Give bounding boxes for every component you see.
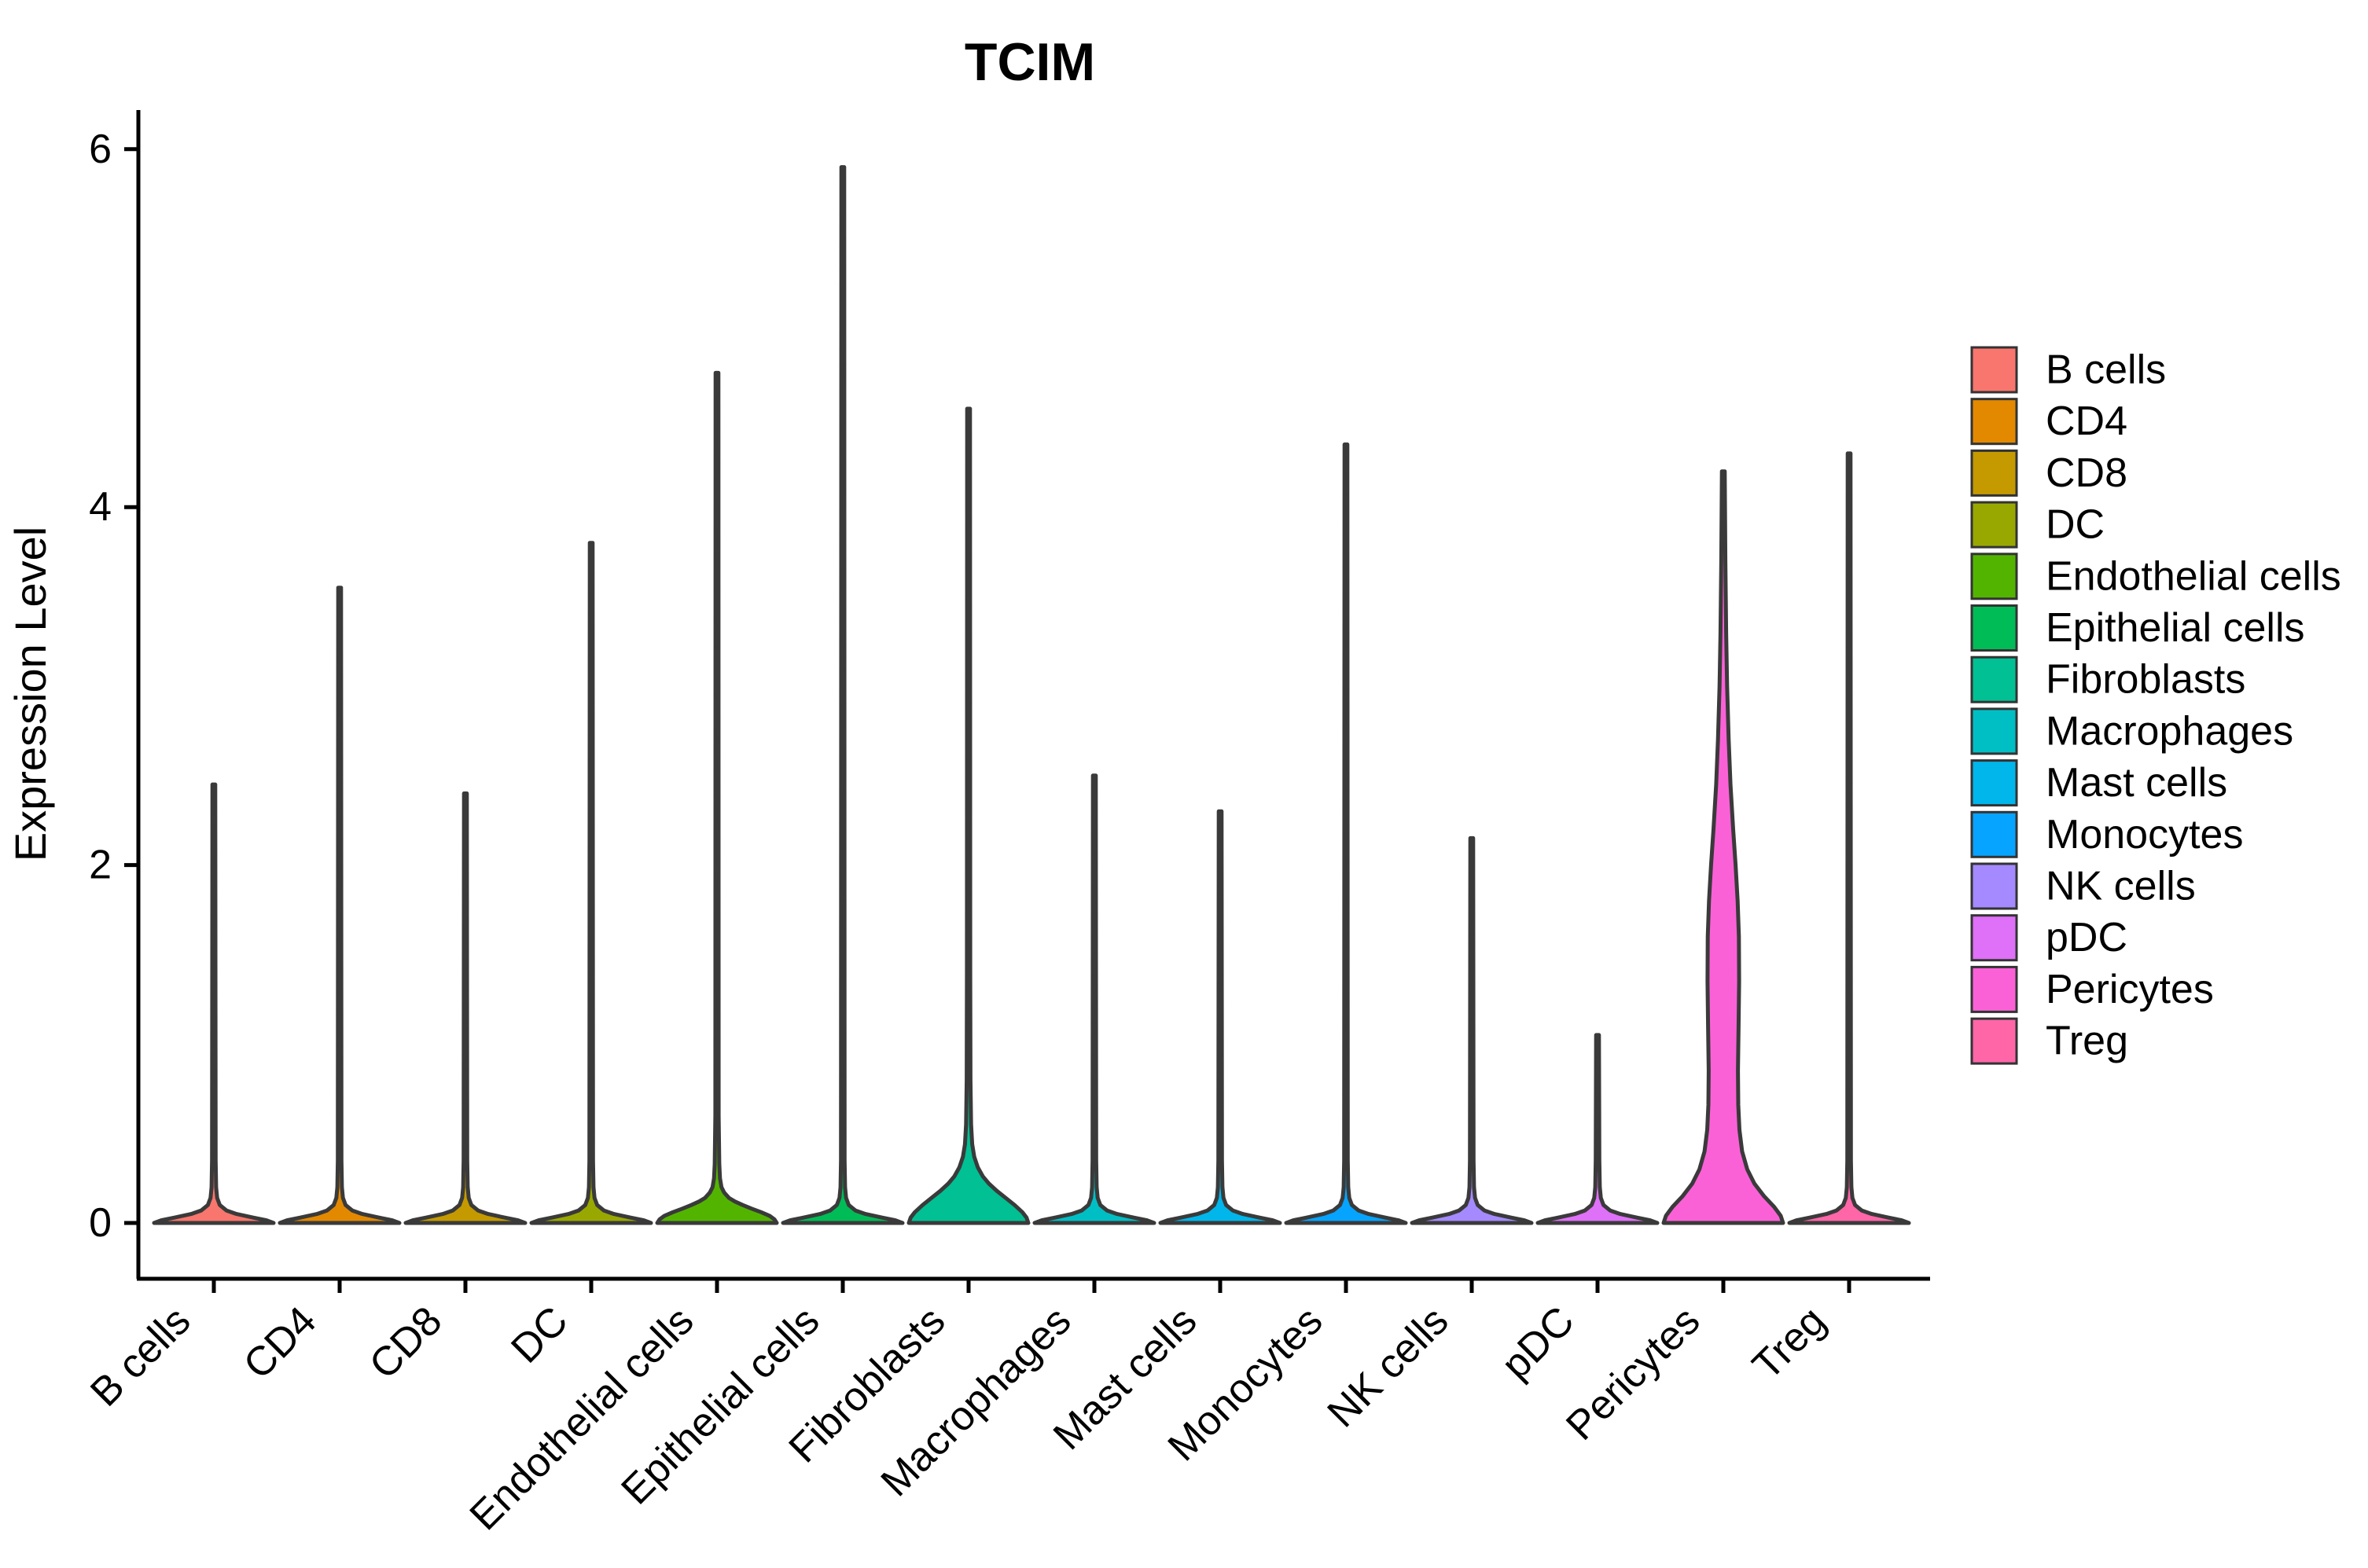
violin-pdc [1535, 1033, 1660, 1225]
legend-swatch-monocytes [1970, 810, 2018, 858]
legend-swatch-cd8 [1970, 449, 2018, 497]
legend-item-cd4: CD4 [1970, 398, 2127, 446]
violin-epithelial-cells [781, 165, 905, 1225]
y-tick-label: 6 [89, 127, 112, 172]
legend-swatch-pdc [1970, 914, 2018, 962]
x-tick-label-cd4: CD4 [235, 1298, 325, 1388]
violin-pericytes [1661, 469, 1785, 1225]
legend-swatch-cd4 [1970, 398, 2018, 446]
violin-b-cells [152, 782, 276, 1225]
violin-macrophages [1032, 773, 1156, 1225]
legend-group: B cells CD4 CD8 DC Endothelial cells Epitheli… [1970, 346, 2341, 1065]
violin-mast-cells [1158, 809, 1282, 1225]
legend-item-macrophages: Macrophages [1970, 707, 2293, 755]
x-tick-label-cd8: CD8 [361, 1298, 451, 1388]
legend-item-endothelial-cells: Endothelial cells [1970, 553, 2341, 600]
x-tick-label-pdc: pDC [1493, 1298, 1583, 1388]
legend-label-cd8: CD8 [2046, 450, 2127, 496]
legend-label-macrophages: Macrophages [2046, 708, 2293, 754]
x-tick-label-dc: DC [502, 1298, 576, 1372]
legend-label-mast-cells: Mast cells [2046, 760, 2227, 806]
legend-item-cd8: CD8 [1970, 449, 2127, 497]
y-tick-labels-group: 0 2 4 6 [89, 127, 112, 1246]
y-tick-label: 4 [89, 484, 112, 530]
x-tick-label-b-cells: B cells [82, 1298, 199, 1415]
legend-item-nk-cells: NK cells [1970, 862, 2196, 910]
legend-item-pericytes: Pericytes [1970, 965, 2214, 1013]
y-axis-title: Expression Level [6, 527, 55, 861]
y-tick-label: 0 [89, 1200, 112, 1246]
legend-swatch-mast-cells [1970, 759, 2018, 807]
legend-swatch-dc [1970, 501, 2018, 549]
legend-label-treg: Treg [2046, 1019, 2128, 1064]
legend-label-cd4: CD4 [2046, 398, 2127, 444]
legend-label-pdc: pDC [2046, 915, 2127, 960]
legend-item-monocytes: Monocytes [1970, 810, 2243, 858]
violin-fibroblasts [906, 406, 1031, 1225]
legend-item-pdc: pDC [1970, 914, 2127, 962]
legend-label-monocytes: Monocytes [2046, 812, 2243, 857]
violin-nk-cells [1410, 835, 1534, 1225]
chart-title: TCIM [965, 32, 1095, 92]
x-tick-label-treg: Treg [1744, 1298, 1834, 1388]
x-tick-label-pericytes: Pericytes [1557, 1298, 1708, 1449]
legend-swatch-pericytes [1970, 965, 2018, 1013]
legend-swatch-macrophages [1970, 707, 2018, 755]
x-tick-label-nk-cells: NK cells [1319, 1298, 1458, 1436]
legend-swatch-endothelial-cells [1970, 553, 2018, 600]
legend-label-endothelial-cells: Endothelial cells [2046, 553, 2341, 599]
violin-monocytes [1284, 442, 1408, 1225]
violin-endothelial-cells [655, 370, 779, 1225]
legend-item-dc: DC [1970, 501, 2105, 549]
legend-label-fibroblasts: Fibroblasts [2046, 657, 2245, 703]
legend-swatch-treg [1970, 1017, 2018, 1065]
legend-label-b-cells: B cells [2046, 347, 2166, 393]
legend-label-epithelial-cells: Epithelial cells [2046, 605, 2305, 651]
legend-swatch-fibroblasts [1970, 655, 2018, 703]
violin-cd4 [278, 586, 402, 1225]
legend-item-treg: Treg [1970, 1017, 2128, 1065]
legend-item-mast-cells: Mast cells [1970, 759, 2227, 807]
y-tick-label: 2 [89, 843, 112, 888]
legend-label-dc: DC [2046, 502, 2105, 548]
legend-swatch-epithelial-cells [1970, 604, 2018, 652]
legend-item-fibroblasts: Fibroblasts [1970, 655, 2245, 703]
violin-dc [529, 541, 653, 1225]
legend-item-epithelial-cells: Epithelial cells [1970, 604, 2305, 652]
violins-group [152, 165, 1911, 1225]
legend-swatch-b-cells [1970, 346, 2018, 394]
violin-cd8 [403, 791, 528, 1225]
legend-label-pericytes: Pericytes [2046, 967, 2214, 1012]
legend-label-nk-cells: NK cells [2046, 864, 2196, 909]
axes-group [124, 110, 1930, 1293]
legend-item-b-cells: B cells [1970, 346, 2166, 394]
x-tick-label-endothelial-cells: Endothelial cells [461, 1298, 703, 1539]
legend-swatch-nk-cells [1970, 862, 2018, 910]
violin-treg [1787, 451, 1911, 1225]
